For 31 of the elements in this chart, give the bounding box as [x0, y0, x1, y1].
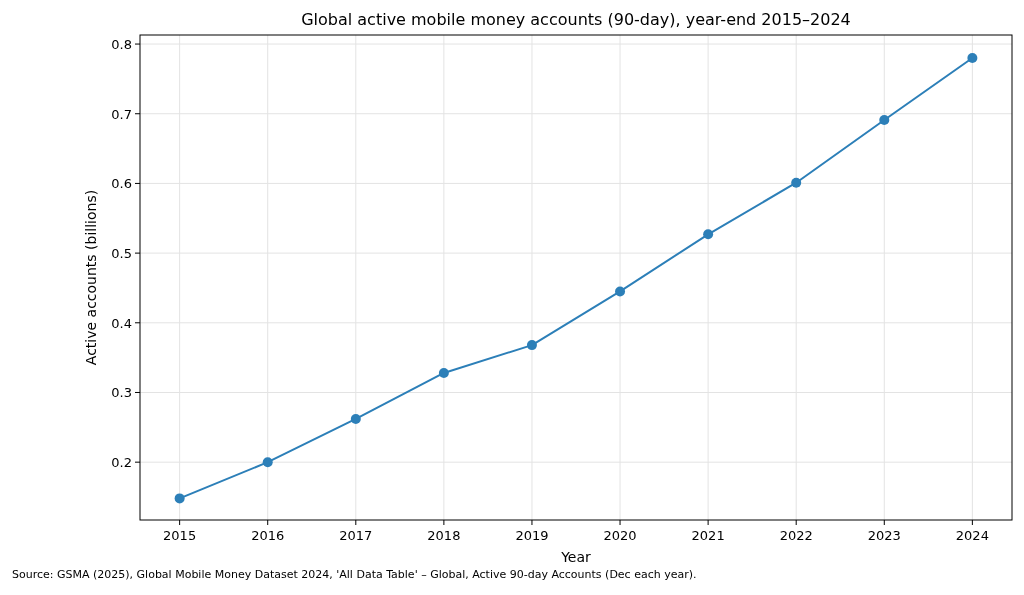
point	[438, 367, 449, 378]
x-tick-label: 2021	[691, 528, 725, 543]
x-tick-label: 2020	[603, 528, 637, 543]
y-axis-title: Active accounts (billions)	[83, 189, 99, 366]
x-tick-label: 2015	[163, 528, 197, 543]
point	[262, 457, 273, 468]
point	[174, 493, 185, 504]
y-tick-label: 0.6	[111, 176, 132, 192]
chart-title: Global active mobile money accounts (90-day), year-end 2015–2024	[301, 10, 851, 29]
point	[879, 115, 890, 126]
x-axis-title: Year	[560, 549, 592, 565]
point	[791, 177, 802, 188]
y-tick-label: 0.5	[111, 246, 132, 262]
point	[350, 413, 361, 424]
point	[615, 286, 626, 297]
x-tick-label: 2024	[955, 528, 989, 543]
x-tick-label: 2017	[339, 528, 373, 543]
x-tick-label: 2019	[515, 528, 549, 543]
x-tick-label: 2016	[251, 528, 285, 543]
point	[526, 340, 537, 351]
y-tick-label: 0.3	[111, 385, 132, 401]
x-tick-label: 2022	[779, 528, 813, 543]
source-note: Source: GSMA (2025), Global Mobile Money Dataset 2024, 'All Data Table' – Global, Active 90-day Accounts (Dec each year).	[12, 568, 697, 581]
point	[967, 53, 978, 63]
y-tick-label: 0.4	[111, 315, 132, 331]
y-tick-label: 0.8	[111, 37, 132, 53]
y-tick-label: 0.2	[111, 455, 132, 471]
x-tick-label: 2018	[427, 528, 461, 543]
point	[703, 229, 714, 240]
x-tick-label: 2023	[867, 528, 901, 543]
y-tick-label: 0.7	[111, 106, 132, 122]
